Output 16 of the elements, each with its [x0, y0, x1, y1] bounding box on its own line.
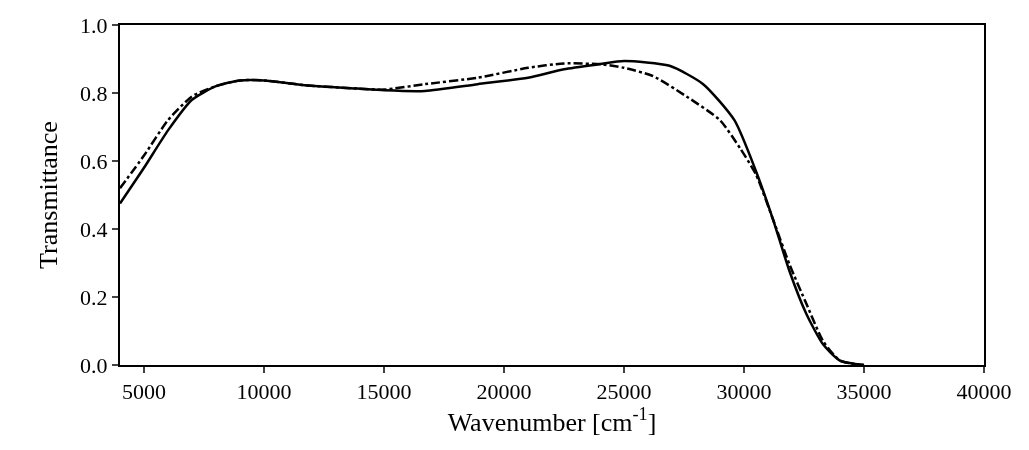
x-axis-title: Wavenumber [cm$^{-1}$]	[447, 404, 657, 438]
x-tick-label: 10000	[236, 379, 292, 405]
x-tick-label: 5000	[122, 379, 166, 405]
x-tick-label: 40000	[956, 379, 1012, 405]
x-tick-label: 15000	[356, 379, 412, 405]
y-tick-label: 0.6	[80, 148, 108, 174]
x-tick-label: 30000	[716, 379, 772, 405]
y-axis-title: Transmittance	[34, 121, 63, 269]
x-tick-label: 20000	[476, 379, 532, 405]
x-tick-label: 25000	[596, 379, 652, 405]
y-tick-label: 0.2	[80, 284, 108, 310]
y-tick-label: 0.8	[80, 80, 108, 106]
y-tick-label: 0.0	[80, 352, 108, 378]
y-tick-label: 1.0	[80, 12, 108, 38]
y-tick-label: 0.4	[80, 216, 108, 242]
x-tick-label: 35000	[836, 379, 892, 405]
